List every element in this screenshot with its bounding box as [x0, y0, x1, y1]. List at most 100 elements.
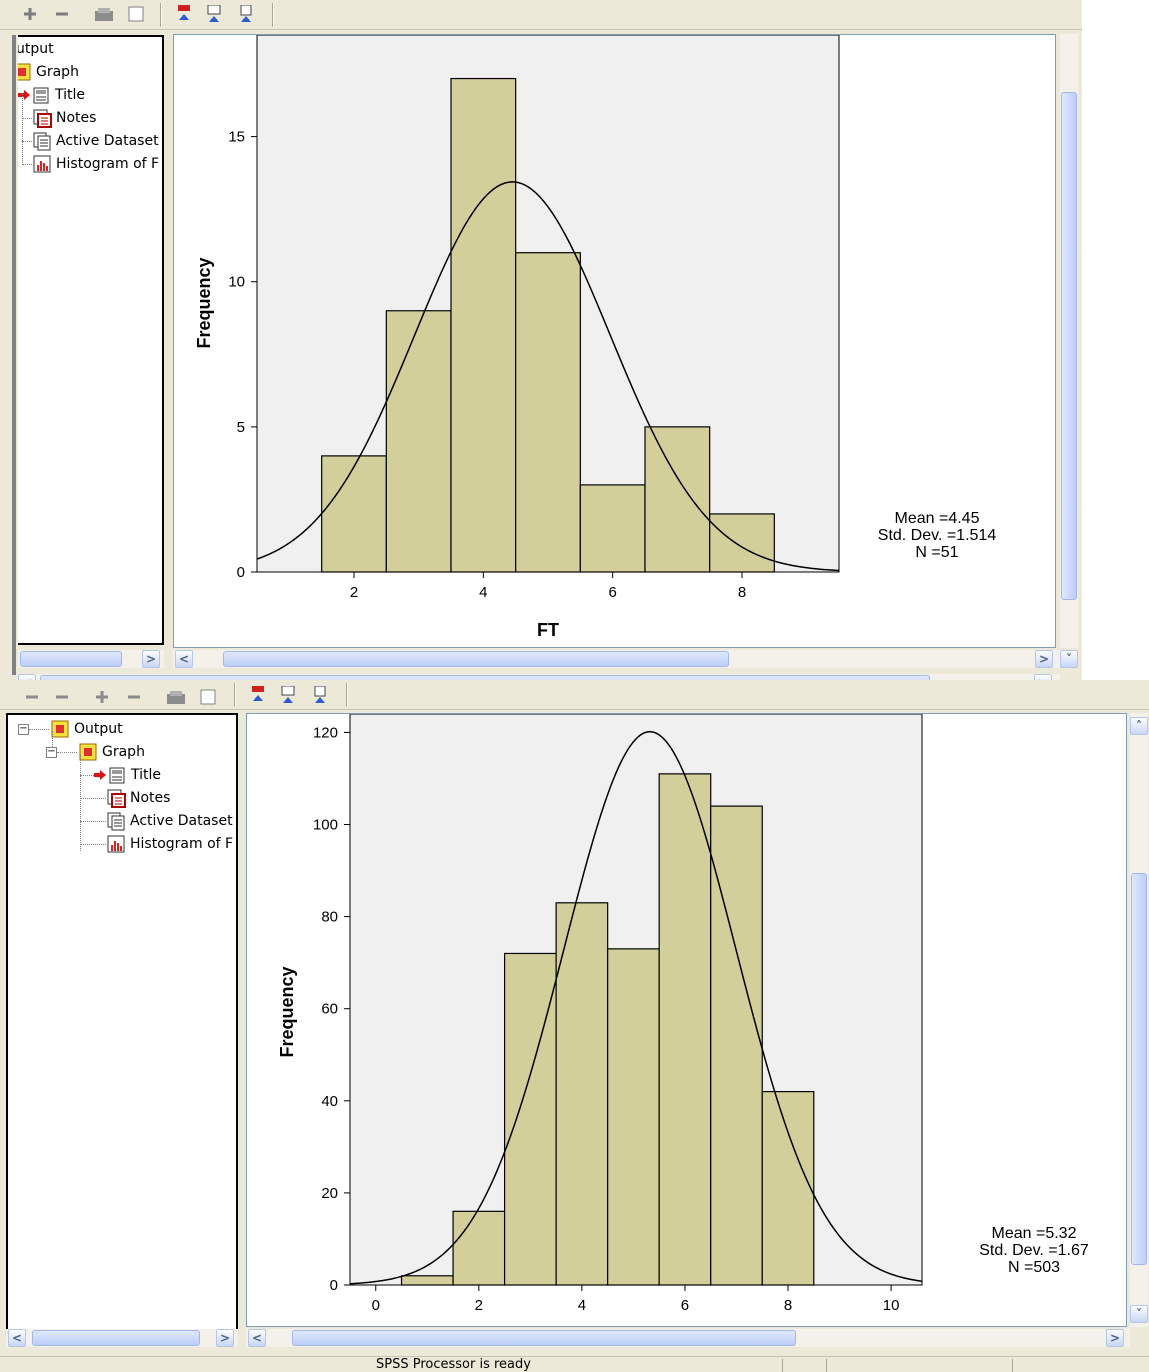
tree-item-notes[interactable]: Notes	[32, 107, 96, 129]
stat-n: N =51	[915, 544, 958, 561]
y-tick-label: 60	[321, 1001, 338, 1018]
hide-icon[interactable]	[126, 5, 146, 23]
histogram-chart-2: 0 20 40 60 80 100 120 0 2 4 6 8 10 Frequency Mean =…	[277, 714, 1089, 1314]
toolbar-2	[0, 680, 1149, 710]
scroll-left-button[interactable]: <	[175, 650, 193, 668]
toolbar-separator	[272, 3, 273, 27]
tree-item-active-dataset[interactable]: Active Dataset	[106, 810, 233, 832]
histogram-bar	[450, 77, 517, 573]
output-viewer-window-1: utput Graph Title Notes Active Dataset H…	[0, 0, 1082, 692]
scroll-thumb[interactable]	[1131, 873, 1147, 1265]
scroll-right-button[interactable]: >	[1035, 650, 1053, 668]
scroll-left-button[interactable]: <	[8, 1329, 26, 1347]
tree-item-active-dataset[interactable]: Active Dataset	[32, 130, 159, 152]
x-tick-label: 6	[681, 1297, 689, 1314]
scroll-left-button[interactable]: <	[248, 1329, 266, 1347]
insert-heading-icon[interactable]	[278, 686, 298, 704]
stat-mean: Mean =4.45	[895, 510, 980, 527]
promote-icon[interactable]	[174, 5, 194, 23]
histogram-icon	[107, 835, 125, 853]
arrow-icon	[18, 90, 30, 100]
tree-item-graph[interactable]: Graph	[18, 61, 79, 83]
expand-icon[interactable]	[20, 5, 40, 23]
tree-connector	[29, 729, 49, 730]
tree-item-label: Title	[131, 767, 162, 783]
outline-hscrollbar[interactable]: >	[18, 650, 164, 668]
content-vscrollbar[interactable]: ˄ ˅	[1130, 713, 1148, 1327]
tree-item-histogram[interactable]: Histogram of F	[32, 153, 159, 175]
tree-connector	[80, 844, 106, 845]
notes-icon	[33, 109, 52, 128]
insert-text-icon[interactable]	[310, 686, 330, 704]
stat-n: N =503	[1008, 1259, 1060, 1276]
stat-mean: Mean =5.32	[992, 1225, 1077, 1242]
x-tick-label: 2	[475, 1297, 483, 1314]
histogram-bar	[710, 805, 763, 1286]
histogram-bar	[579, 484, 646, 573]
scroll-down-button[interactable]: ˅	[1130, 1305, 1148, 1323]
scroll-thumb[interactable]	[292, 1330, 796, 1346]
y-tick-label: 40	[321, 1093, 338, 1110]
tree-item-output[interactable]: utput	[18, 38, 54, 60]
tree-item-output[interactable]: Output	[50, 718, 123, 740]
tree-connector	[80, 775, 94, 776]
status-divider	[1012, 1359, 1013, 1372]
stat-sd: Std. Dev. =1.67	[979, 1242, 1089, 1259]
histogram-chart-1: 0 5 10 15 2 4 6 8 Frequency FT Mean =4.45 Std.…	[194, 35, 997, 640]
content-hscrollbar[interactable]: < >	[173, 650, 1060, 668]
hide-icon[interactable]	[198, 688, 218, 706]
status-bar: SPSS Processor is ready	[0, 1356, 1149, 1372]
scroll-thumb[interactable]	[20, 651, 122, 667]
content-hscrollbar[interactable]: < >	[246, 1329, 1130, 1347]
tree-item-label: Histogram of F	[56, 156, 160, 172]
histogram-bar	[400, 1275, 454, 1286]
tree-item-notes[interactable]: Notes	[106, 787, 170, 809]
scroll-thumb[interactable]	[223, 651, 729, 667]
histogram-bar	[321, 455, 387, 573]
show-icon[interactable]	[94, 5, 114, 23]
tree-item-histogram[interactable]: Histogram of F	[106, 833, 233, 855]
scroll-up-button[interactable]: ˄	[1130, 717, 1148, 735]
scroll-thumb[interactable]	[1061, 92, 1077, 600]
back-icon[interactable]	[22, 688, 42, 706]
tree-item-label: Active Dataset	[130, 813, 233, 829]
toolbar-separator	[160, 3, 161, 27]
scroll-right-button[interactable]: >	[142, 650, 160, 668]
insert-heading-icon[interactable]	[204, 5, 224, 23]
y-tick-label: 0	[330, 1277, 338, 1294]
scroll-right-button[interactable]: >	[1106, 1329, 1124, 1347]
collapse-icon[interactable]	[124, 688, 144, 706]
stat-sd: Std. Dev. =1.514	[878, 527, 997, 544]
x-axis-label: FT	[537, 620, 559, 640]
histogram-bar	[709, 513, 775, 573]
outline-hscrollbar[interactable]: < >	[6, 1329, 238, 1347]
notes-icon	[107, 789, 126, 808]
tree-connector	[22, 118, 32, 119]
insert-text-icon[interactable]	[236, 5, 256, 23]
promote-icon[interactable]	[248, 686, 268, 704]
histogram-bar	[761, 1090, 815, 1286]
scroll-down-button[interactable]: ˅	[1060, 650, 1078, 668]
dataset-icon	[33, 132, 51, 151]
scroll-right-button[interactable]: >	[216, 1329, 234, 1347]
x-tick-label: 4	[578, 1297, 586, 1314]
content-vscrollbar[interactable]	[1060, 34, 1078, 648]
tree-item-label: Output	[74, 721, 123, 737]
x-tick-label: 4	[479, 584, 487, 601]
collapse-output-toggle[interactable]: −	[18, 723, 29, 735]
toolbar-separator	[346, 683, 347, 707]
show-icon[interactable]	[166, 688, 186, 706]
tree-item-label: Active Dataset	[56, 133, 159, 149]
title-icon	[109, 767, 125, 784]
collapse-graph-toggle[interactable]: −	[46, 746, 57, 758]
forward-icon[interactable]	[52, 688, 72, 706]
scroll-thumb[interactable]	[32, 1330, 200, 1346]
tree-item-title[interactable]: Title	[94, 764, 161, 786]
tree-item-title[interactable]: Title	[18, 84, 85, 106]
collapse-icon[interactable]	[52, 5, 72, 23]
tree-item-graph[interactable]: Graph	[78, 741, 145, 763]
window-border	[12, 35, 16, 675]
histogram-bar	[658, 773, 712, 1286]
histogram-bar	[515, 252, 581, 573]
expand-icon[interactable]	[92, 688, 112, 706]
